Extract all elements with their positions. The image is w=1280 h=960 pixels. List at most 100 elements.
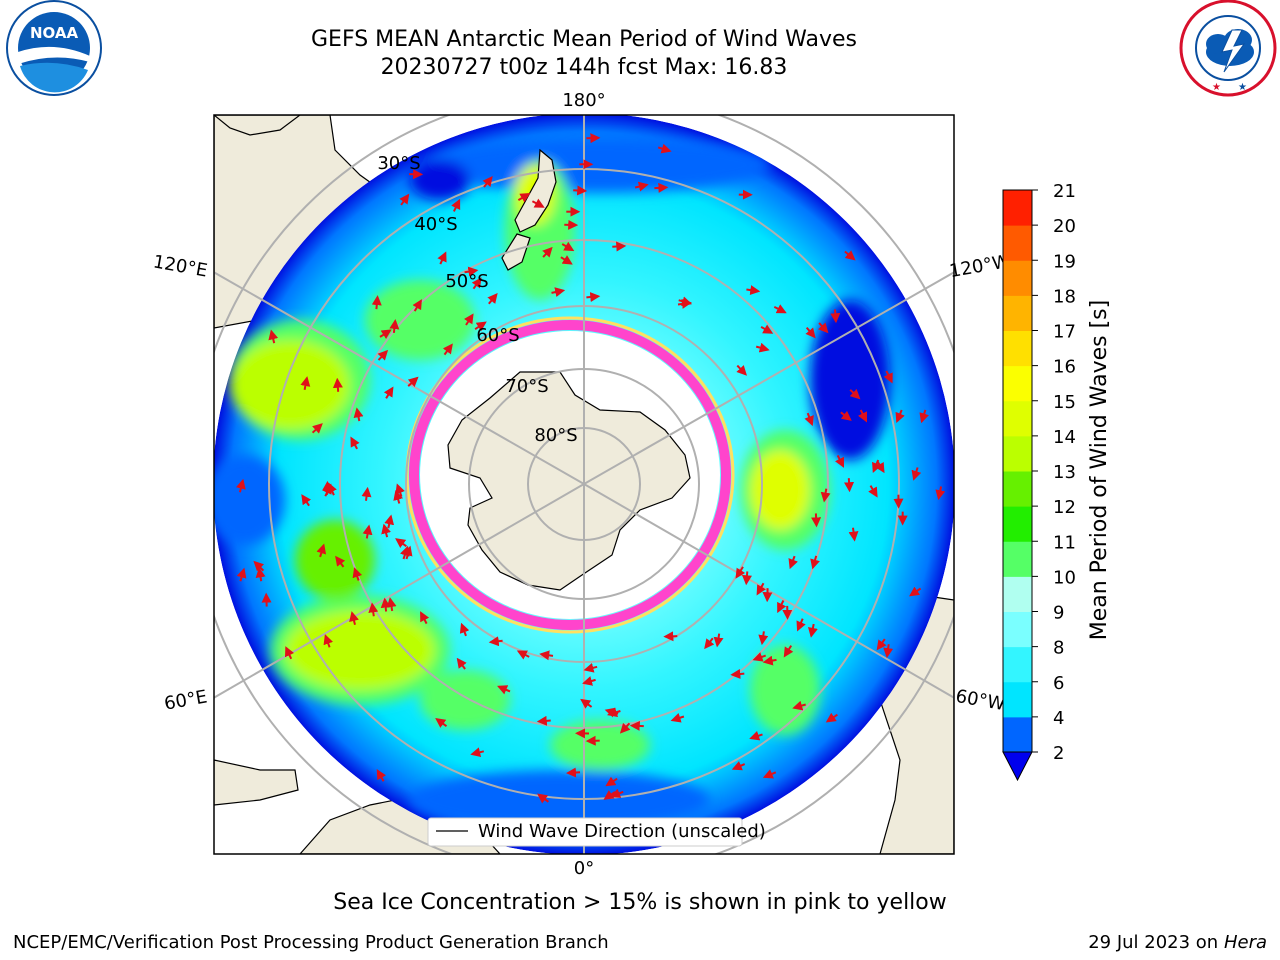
wave-direction-arrow <box>654 182 669 193</box>
wave-direction-arrow <box>783 645 794 658</box>
wave-direction-arrow <box>435 718 448 728</box>
colorbar-segment <box>1003 646 1032 683</box>
svg-text:★: ★ <box>1238 82 1247 93</box>
colorbar: 2 4 6 8 9 10 11 12 13 14 15 16 17 18 19 20 21 <box>1002 181 1076 782</box>
footer-date: 29 Jul 2023 on Hera <box>1088 932 1267 953</box>
colorbar-segment <box>1003 716 1032 753</box>
wave-direction-arrow <box>805 326 816 339</box>
colorbar-segment <box>1003 225 1032 261</box>
wave-direction-arrow <box>830 309 841 324</box>
wave-direction-arrow <box>756 582 766 596</box>
wave-direction-arrow <box>713 633 724 648</box>
wave-direction-arrow <box>777 600 787 614</box>
wave-direction-arrow <box>657 143 672 154</box>
wave-direction-arrow <box>835 454 845 468</box>
wave-direction-arrow <box>848 527 859 542</box>
wave-direction-arrow <box>393 489 403 504</box>
wave-direction-arrow <box>804 412 814 427</box>
wave-direction-arrow <box>261 592 272 607</box>
wave-direction-arrow <box>619 722 631 734</box>
new-guinea-land <box>214 115 301 136</box>
wave-direction-arrow <box>758 631 769 646</box>
lon-label-180: 180° <box>562 90 605 111</box>
wave-direction-arrow <box>542 246 553 258</box>
wave-direction-arrow <box>463 313 474 326</box>
wave-direction-arrow <box>383 386 394 399</box>
wave-direction-arrow <box>451 198 461 212</box>
wave-direction-arrow <box>909 586 922 597</box>
antarctica-land <box>447 371 691 591</box>
colorbar-tick-label: 8 <box>1053 638 1064 659</box>
wave-direction-arrow <box>911 467 922 481</box>
wave-direction-arrow <box>844 250 856 261</box>
wave-direction-arrow <box>586 133 601 144</box>
wave-direction-arrow <box>730 668 745 679</box>
lon-label-120e: 120°E <box>151 251 209 281</box>
graticule <box>214 115 954 854</box>
wave-direction-arrow <box>820 488 831 503</box>
map-area: Wind Wave Direction (unscaled) <box>214 115 954 854</box>
wave-direction-arrow <box>580 698 593 709</box>
colorbar-tick-label: 11 <box>1053 532 1076 553</box>
wave-direction-arrow <box>380 597 391 612</box>
lat-label-50s: 50°S <box>445 271 488 292</box>
wave-direction-arrow <box>516 650 530 660</box>
wave-direction-arrow <box>762 655 777 666</box>
footer-branch: NCEP/EMC/Verification Post Processing Pr… <box>13 932 609 953</box>
colorbar-extend-triangle <box>1002 751 1033 782</box>
wave-direction-arrow <box>399 193 410 206</box>
wave-direction-arrow <box>788 555 798 570</box>
wave-direction-arrow <box>482 176 493 188</box>
wave-direction-arrow <box>459 622 470 637</box>
wave-direction-arrow <box>353 407 364 422</box>
wave-direction-arrow <box>755 342 770 353</box>
wave-period-field <box>214 115 954 854</box>
wave-direction-arrow <box>474 321 487 332</box>
lat-label-60s: 60°S <box>476 325 519 346</box>
wave-direction-arrow <box>368 602 379 617</box>
wave-direction-arrow <box>731 761 746 771</box>
wave-direction-arrow <box>420 611 430 625</box>
colorbar-tick-label: 14 <box>1053 427 1076 448</box>
svg-text:★: ★ <box>1212 82 1221 93</box>
wind-wave-arrows <box>236 133 946 804</box>
wave-direction-arrow <box>407 376 419 388</box>
wave-direction-arrow <box>437 251 447 265</box>
lon-label-60w: 60°W <box>954 686 1007 715</box>
wave-direction-arrow <box>253 560 265 572</box>
lat-label-70s: 70°S <box>505 376 548 397</box>
wave-direction-arrow <box>350 436 360 450</box>
wave-direction-arrow <box>352 567 363 581</box>
wave-direction-arrow <box>840 410 852 421</box>
wave-direction-arrow <box>362 524 373 539</box>
wave-direction-arrow <box>629 720 644 731</box>
wave-direction-arrow <box>471 277 482 290</box>
wave-direction-arrow <box>566 767 581 778</box>
colorbar-tick-label: 15 <box>1053 392 1076 413</box>
colorbar-tick-label: 19 <box>1053 251 1076 272</box>
colorbar-segment <box>1003 611 1032 648</box>
wave-direction-arrow <box>746 285 761 296</box>
wave-direction-arrow <box>551 287 566 298</box>
wave-direction-arrow <box>875 460 885 474</box>
colorbar-tick-label: 17 <box>1053 322 1076 343</box>
chart-subtitle: 20230727 t00z 144h fcst Max: 16.83 <box>380 55 788 80</box>
colorbar-tick-label: 2 <box>1053 743 1064 764</box>
wave-direction-arrow <box>560 255 573 265</box>
colorbar-segment <box>1003 506 1032 542</box>
wave-direction-arrow <box>536 715 551 726</box>
wave-direction-arrow <box>935 486 946 501</box>
wave-direction-arrow <box>605 776 618 787</box>
colorbar-segment <box>1003 330 1032 367</box>
colorbar-segment <box>1003 576 1032 612</box>
wave-direction-arrow <box>883 644 894 659</box>
footer-date-text: 29 Jul 2023 on <box>1088 932 1219 953</box>
wave-direction-arrow <box>389 319 400 334</box>
wave-direction-arrow <box>678 296 693 307</box>
wave-direction-arrow <box>371 295 382 310</box>
wave-direction-arrow <box>582 676 596 686</box>
wave-direction-arrow <box>517 192 531 203</box>
wave-direction-arrow <box>735 566 746 579</box>
wave-direction-arrow <box>412 299 422 312</box>
colorbar-tick-label: 21 <box>1053 181 1076 202</box>
